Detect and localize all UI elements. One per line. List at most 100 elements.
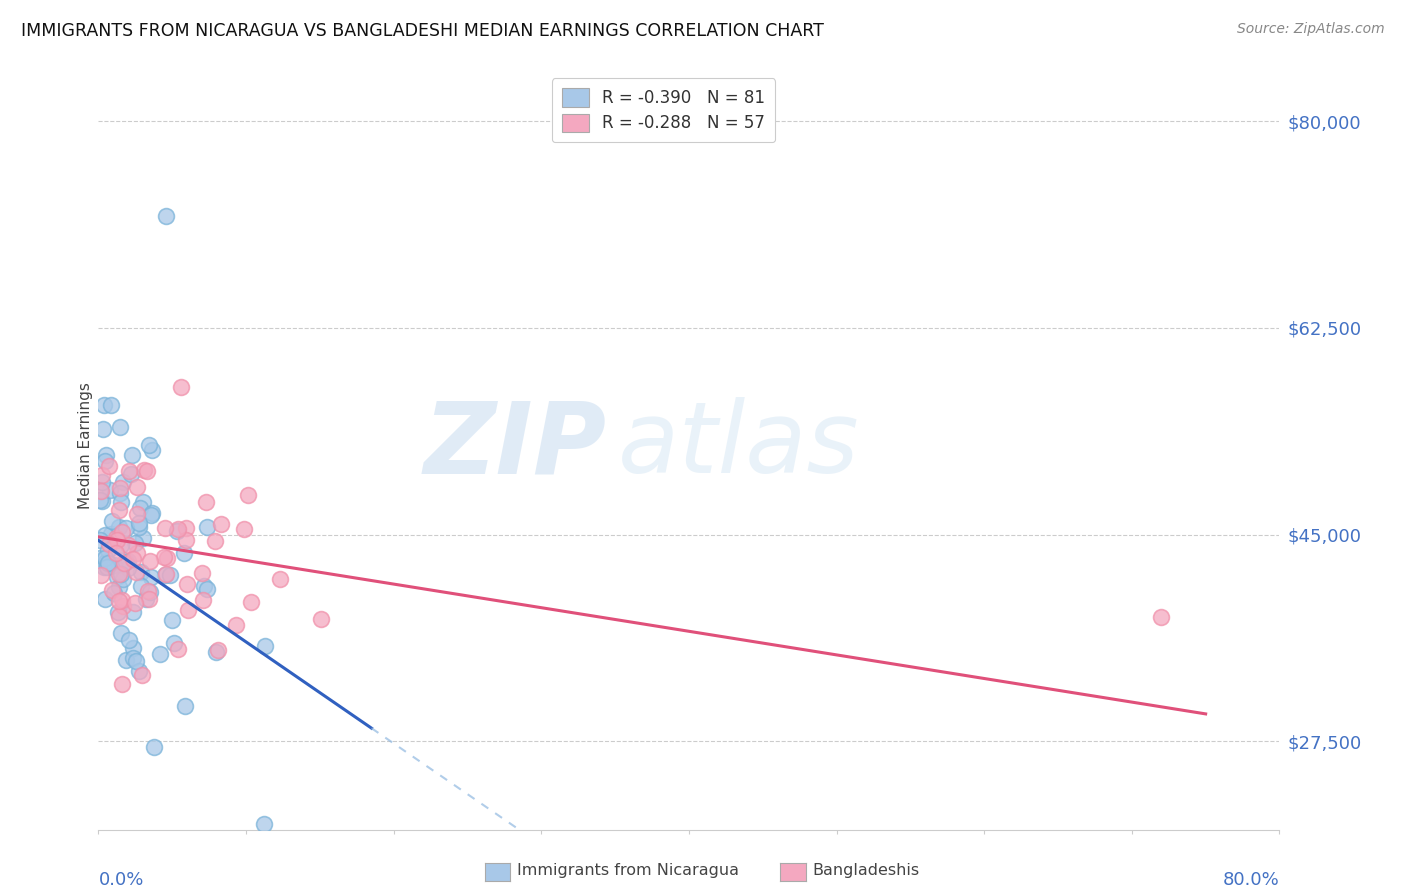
Point (160, 613, 183, 627)
Point (193, 579, 215, 593)
Point (103, 585, 125, 599)
Point (97, 536, 120, 550)
Point (112, 599, 135, 613)
Point (139, 570, 162, 584)
Point (253, 639, 276, 653)
Point (141, 506, 163, 520)
Legend: R = -0.390   N = 81, R = -0.288   N = 57: R = -0.390 N = 81, R = -0.288 N = 57 (553, 78, 775, 143)
Point (118, 633, 141, 648)
Point (139, 508, 162, 523)
Point (232, 522, 254, 536)
Text: atlas: atlas (619, 398, 859, 494)
Point (90, 483, 112, 498)
Point (125, 507, 148, 521)
Point (108, 481, 131, 495)
Text: ZIP: ZIP (423, 398, 606, 494)
Point (125, 565, 148, 579)
Point (93, 560, 115, 574)
Point (138, 585, 160, 599)
Point (94, 551, 117, 566)
Point (159, 568, 181, 582)
Point (125, 654, 148, 668)
Text: 0.0%: 0.0% (98, 871, 143, 888)
Point (155, 521, 177, 535)
Point (98, 458, 121, 473)
Point (117, 464, 139, 478)
Point (110, 566, 132, 581)
Point (108, 580, 131, 594)
Point (128, 519, 150, 533)
Point (153, 550, 176, 565)
Point (89, 533, 111, 547)
Point (120, 467, 142, 482)
Point (149, 647, 172, 661)
Point (94, 448, 117, 462)
Point (176, 521, 198, 535)
Point (125, 546, 148, 560)
Point (121, 640, 143, 655)
Point (253, 816, 276, 830)
Point (117, 538, 139, 552)
Point (128, 516, 150, 531)
Point (209, 516, 232, 531)
Point (94, 453, 117, 467)
Point (138, 438, 160, 452)
Point (111, 475, 134, 489)
Point (107, 503, 129, 517)
Point (166, 641, 188, 656)
Text: IMMIGRANTS FROM NICARAGUA VS BANGLADESHI MEDIAN EARNINGS CORRELATION CHART: IMMIGRANTS FROM NICARAGUA VS BANGLADESHI… (21, 22, 824, 40)
Point (122, 552, 145, 566)
Point (132, 494, 155, 508)
Point (167, 522, 190, 536)
Point (124, 536, 146, 550)
Point (112, 572, 135, 586)
Point (121, 448, 143, 462)
Point (156, 551, 179, 566)
Point (173, 546, 195, 560)
Point (114, 555, 136, 569)
Point (132, 532, 155, 546)
Point (108, 567, 131, 582)
Point (174, 533, 197, 548)
Point (101, 582, 124, 597)
Point (110, 538, 132, 552)
Point (136, 465, 159, 479)
Point (97, 542, 120, 557)
Point (90, 468, 112, 483)
Point (195, 582, 218, 596)
Point (107, 605, 129, 619)
Point (155, 566, 177, 581)
Text: Source: ZipAtlas.com: Source: ZipAtlas.com (1237, 22, 1385, 37)
Text: Bangladeshis: Bangladeshis (813, 863, 920, 878)
Point (129, 579, 152, 593)
Point (129, 565, 152, 579)
Point (205, 645, 228, 659)
Point (163, 636, 186, 650)
Point (155, 568, 177, 582)
Point (269, 572, 291, 586)
Point (110, 486, 132, 500)
Point (107, 609, 129, 624)
Point (136, 584, 159, 599)
Point (134, 463, 156, 477)
Point (127, 480, 149, 494)
Point (194, 494, 217, 508)
Point (101, 514, 124, 528)
Point (236, 488, 259, 502)
Point (128, 664, 150, 678)
Point (111, 525, 134, 540)
Point (93, 398, 115, 412)
Point (204, 533, 226, 548)
Point (142, 739, 165, 754)
Text: 80.0%: 80.0% (1223, 871, 1279, 888)
Point (94, 592, 117, 607)
Point (124, 596, 146, 610)
Point (108, 594, 131, 608)
Point (239, 595, 262, 609)
Point (115, 521, 138, 535)
Point (96, 555, 118, 569)
Text: Immigrants from Nicaragua: Immigrants from Nicaragua (517, 863, 740, 878)
Point (139, 554, 162, 568)
Point (105, 533, 128, 547)
Point (135, 591, 157, 606)
